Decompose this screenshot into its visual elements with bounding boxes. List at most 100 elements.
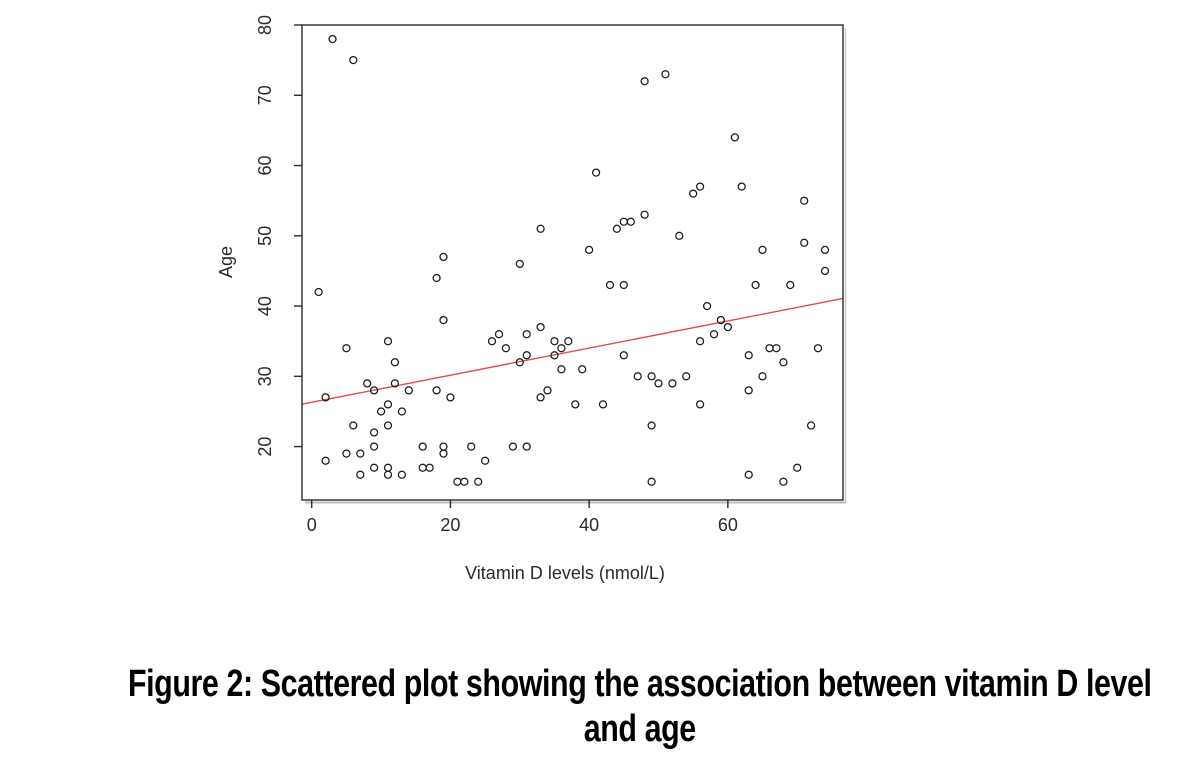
- data-point: [522, 330, 531, 339]
- points-layer: [314, 34, 830, 486]
- data-point: [744, 351, 753, 360]
- data-point: [758, 372, 767, 381]
- data-point: [404, 386, 413, 395]
- data-point: [723, 322, 733, 332]
- data-point: [751, 280, 760, 290]
- data-point: [820, 245, 830, 255]
- y-tick-label: 70: [255, 85, 275, 105]
- data-point: [397, 470, 407, 479]
- data-point: [786, 280, 795, 290]
- data-point: [668, 379, 677, 388]
- data-point: [363, 379, 372, 388]
- data-point: [522, 351, 531, 360]
- data-point: [800, 196, 809, 205]
- data-point: [557, 344, 566, 353]
- x-tick-label: 40: [579, 515, 599, 535]
- data-point: [619, 217, 628, 226]
- y-tick-label: 50: [255, 226, 275, 246]
- data-point: [460, 477, 469, 486]
- data-point: [376, 407, 386, 416]
- data-point: [349, 421, 358, 430]
- data-point: [342, 449, 351, 458]
- data-point: [536, 224, 545, 233]
- y-tick-label: 30: [255, 366, 275, 386]
- data-point: [598, 400, 608, 409]
- data-point: [369, 463, 379, 472]
- data-point: [356, 449, 365, 458]
- data-point: [515, 358, 524, 367]
- data-point: [321, 393, 330, 402]
- data-point: [501, 344, 511, 353]
- x-tick-label: 0: [307, 515, 317, 535]
- caption-line-2: and age: [583, 708, 696, 750]
- data-point: [675, 231, 684, 240]
- data-point: [446, 393, 455, 402]
- data-point: [640, 77, 649, 86]
- data-point: [689, 189, 698, 198]
- figure-caption: Figure 2: Scattered plot showing the ass…: [0, 662, 1191, 752]
- data-point: [439, 442, 448, 451]
- x-tick-label: 20: [440, 515, 460, 535]
- data-point: [321, 456, 330, 465]
- data-point: [772, 344, 781, 353]
- data-point: [383, 421, 393, 430]
- data-point: [432, 273, 441, 283]
- data-point: [369, 442, 379, 451]
- data-point: [758, 245, 767, 255]
- data-point: [369, 386, 379, 395]
- data-point: [390, 379, 400, 388]
- data-point: [439, 252, 448, 262]
- data-point: [813, 344, 823, 353]
- data-point: [578, 365, 587, 374]
- data-point: [612, 224, 622, 233]
- data-point: [661, 70, 670, 79]
- caption-line-1: Figure 2: Scattered plot showing the ass…: [127, 663, 1152, 705]
- data-point: [737, 182, 746, 191]
- data-point: [779, 477, 788, 486]
- data-point: [550, 337, 559, 346]
- data-point: [695, 400, 705, 409]
- plot-box-shadow: [305, 28, 847, 504]
- data-point: [383, 400, 393, 409]
- data-point: [695, 182, 705, 191]
- data-point: [716, 315, 726, 325]
- data-point: [474, 477, 483, 486]
- data-point: [536, 322, 545, 332]
- regression-line-layer: [301, 297, 844, 405]
- data-point: [439, 449, 448, 458]
- data-point: [744, 386, 753, 395]
- data-point: [439, 315, 448, 325]
- data-point: [793, 463, 802, 472]
- axes-layer: 0 20 40 60 20 30 40 50 60 70 80: [255, 15, 738, 535]
- data-point: [356, 470, 365, 479]
- data-point: [557, 365, 566, 374]
- data-point: [522, 442, 531, 451]
- data-point: [390, 358, 400, 367]
- data-point: [591, 168, 601, 177]
- data-point: [682, 372, 691, 381]
- data-point: [508, 442, 518, 451]
- y-tick-label: 20: [255, 437, 275, 457]
- data-point: [383, 463, 393, 472]
- data-point: [397, 407, 407, 416]
- x-tick-label: 60: [718, 515, 738, 535]
- data-point: [480, 456, 490, 465]
- data-point: [425, 463, 434, 472]
- data-point: [626, 217, 635, 226]
- data-point: [633, 372, 642, 381]
- data-point: [515, 259, 524, 269]
- data-point: [487, 337, 497, 346]
- data-point: [806, 421, 816, 430]
- plot-box: [301, 24, 844, 501]
- data-point: [543, 386, 552, 395]
- data-point: [494, 330, 504, 339]
- data-point: [383, 470, 393, 479]
- data-point: [820, 266, 830, 276]
- data-point: [730, 133, 739, 142]
- data-point: [314, 287, 323, 297]
- data-point: [383, 337, 393, 346]
- data-point: [647, 477, 656, 486]
- data-point: [709, 330, 719, 339]
- data-point: [584, 245, 594, 255]
